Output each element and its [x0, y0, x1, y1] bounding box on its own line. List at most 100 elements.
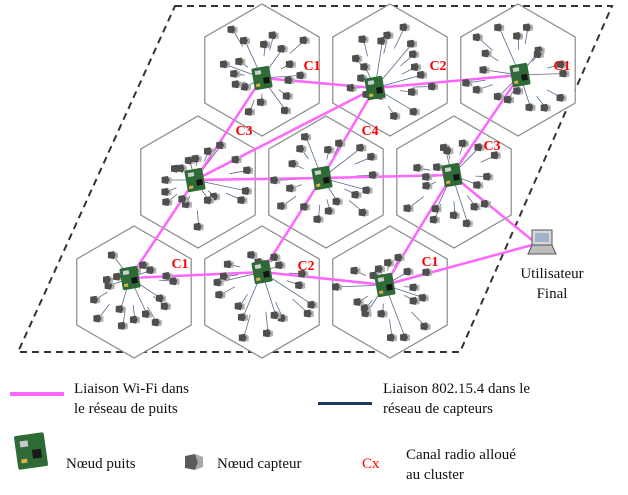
nodes [90, 23, 570, 342]
sink-node-board-icon [509, 62, 531, 88]
sensor-node-icon [462, 78, 473, 87]
sensor-node-icon [181, 200, 192, 209]
sensor-node-icon [301, 132, 312, 141]
cluster-hexagon [76, 225, 192, 359]
sensor-node-icon [420, 322, 431, 331]
zigbee-link-legend-line [318, 402, 372, 405]
sensor-node-icon [400, 333, 411, 342]
sensor-node-icon [387, 333, 397, 342]
sensor-node-icon [356, 143, 367, 152]
sensor-node-icon [178, 195, 189, 203]
sensor-node-icon [324, 145, 335, 154]
channel-label: C1 [421, 255, 438, 270]
sensor-node-icon [383, 31, 394, 40]
wifi-link [194, 176, 323, 182]
wifi-link-to-user [384, 243, 533, 287]
sensor-node-icon [409, 50, 420, 59]
sensor-node-icon [142, 310, 152, 318]
sensor-node-icon [490, 151, 501, 160]
wifi-link [193, 77, 264, 181]
wifi-link [320, 87, 377, 179]
sensor-node-icon [351, 190, 362, 199]
channel-symbol: Cx [362, 456, 380, 472]
sensor-node-icon [504, 95, 514, 104]
sensor-node-icon [513, 86, 524, 95]
sensor-node-icon [413, 163, 424, 172]
sensor-node-icon [324, 207, 335, 215]
wifi-link [383, 174, 454, 286]
sink-node-board-icon [14, 432, 48, 470]
sensor-node-icon [428, 82, 439, 91]
sensor-node-icon [219, 60, 230, 69]
laptop-icon [527, 229, 557, 255]
sensor-node-icon [481, 49, 492, 58]
sensor-node-icon [470, 202, 481, 211]
sensor-node-icon [407, 39, 418, 48]
sink-node-board-icon [119, 265, 141, 291]
sensor-node-icon [494, 23, 505, 32]
sensor-node-icon [411, 63, 421, 71]
sensor-node-icon [474, 143, 485, 152]
sensor-node-icon [115, 305, 126, 314]
sensor-node-icon [176, 164, 187, 173]
wifi-link [194, 86, 376, 182]
sensor-node-icon [300, 202, 311, 211]
wifi-link-to-user [451, 174, 533, 241]
sensor-node-icon [161, 176, 172, 184]
end-user-label-line2: Final [537, 286, 568, 302]
sensor-node-icon [472, 85, 483, 94]
sensor-node-icon [303, 309, 314, 318]
sensor-node-icon [449, 211, 460, 220]
sensor-node-icon [213, 278, 224, 287]
sensor-node-icon [559, 69, 570, 78]
sensor-node-icon [443, 146, 454, 155]
end-user-label-line1: Utilisateur [520, 266, 583, 282]
sensor-node-icon [270, 176, 281, 185]
sensor-node-icon [139, 261, 150, 270]
sensor-node-icon [93, 314, 104, 323]
sensor-node-icon [408, 88, 418, 96]
sink-node-board-icon [311, 165, 333, 191]
sensor-node-icon [231, 155, 242, 164]
sensor-node-icon [146, 266, 157, 275]
sensor-node-icon [234, 302, 245, 311]
sensor-node-icon [473, 181, 484, 189]
channel-label: C2 [297, 259, 314, 274]
wifi-link [261, 270, 386, 287]
channel-label: C1 [303, 59, 320, 74]
sensor-node-icon [298, 269, 309, 278]
sensor-node-icon [244, 107, 255, 116]
sensor-node-icon [286, 184, 297, 193]
sensor-node-icon [185, 454, 203, 470]
sensor-node-icon [458, 139, 469, 148]
sensor-node-icon [240, 36, 250, 45]
sensor-node-icon [160, 302, 171, 311]
sensor-node-icon [151, 318, 162, 327]
sensor-node-icon [104, 281, 115, 290]
sensor-link [393, 27, 406, 49]
sensor-node-icon [360, 62, 371, 71]
sensor-node-icon [332, 197, 343, 206]
sensor-node-icon [350, 266, 361, 275]
sensor-node-icon [332, 282, 342, 291]
sensor-node-icon [204, 147, 214, 156]
sensor-node-icon [472, 33, 483, 42]
sensor-node-icon [374, 265, 385, 273]
sensor-node-icon [540, 103, 551, 112]
sensor-node-icon [296, 144, 307, 153]
sensor-node-icon [368, 171, 379, 179]
sensor-node-legend-label: Nœud capteur [217, 456, 302, 472]
channel-legend-label-line2: au cluster [406, 467, 464, 483]
sensor-node-icon [422, 172, 433, 181]
sensor-node-icon [384, 258, 395, 267]
sensor-node-icon [235, 57, 246, 66]
sensor-node-icon [161, 187, 172, 196]
sensor-node-icon [260, 40, 271, 49]
sensor-node-icon [377, 309, 388, 318]
sensor-node-icon [241, 187, 252, 195]
sensor-node-icon [367, 152, 378, 161]
sensor-node-icon [299, 36, 310, 45]
sink-node-board-icon [441, 162, 463, 188]
sensor-node-icon [462, 219, 473, 228]
